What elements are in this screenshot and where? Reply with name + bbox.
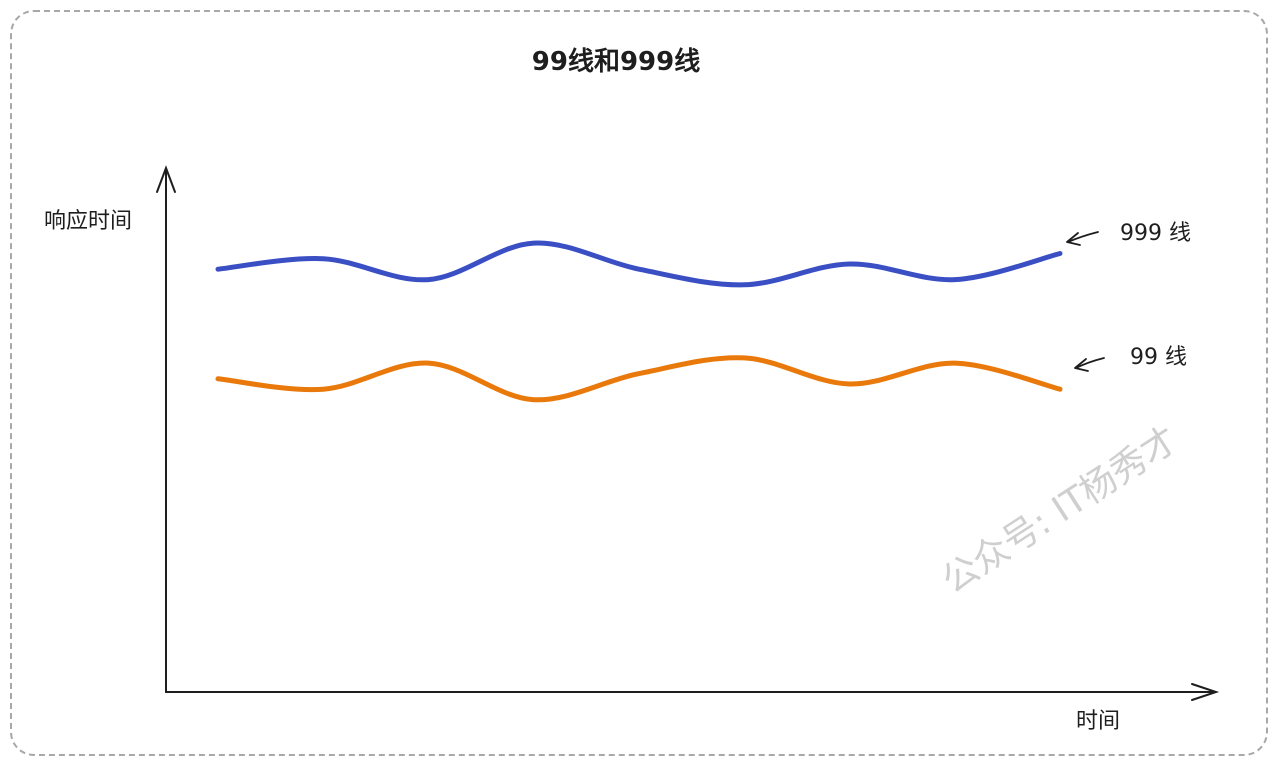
x-axis-label: 时间 — [1076, 709, 1120, 734]
series-line-0 — [215, 240, 1063, 288]
y-axis-label: 响应时间 — [44, 209, 132, 234]
series-line-1 — [215, 355, 1063, 403]
arrow-icon — [1066, 232, 1081, 246]
arrow-icon — [1074, 358, 1089, 372]
series-annotation-99: 99 线 — [1074, 345, 1187, 372]
series-annotation-999: 999 线 — [1066, 221, 1191, 246]
series-label-999: 999 线 — [1120, 221, 1191, 246]
y-axis-arrow-icon — [156, 165, 176, 193]
x-axis — [165, 683, 1220, 701]
series-label-99: 99 线 — [1130, 345, 1187, 370]
canvas-frame — [10, 10, 1268, 756]
series-layer — [215, 240, 1063, 403]
y-axis — [156, 165, 176, 693]
x-axis-arrow-icon — [1191, 683, 1220, 701]
chart-title: 99线和999线 — [532, 47, 700, 77]
